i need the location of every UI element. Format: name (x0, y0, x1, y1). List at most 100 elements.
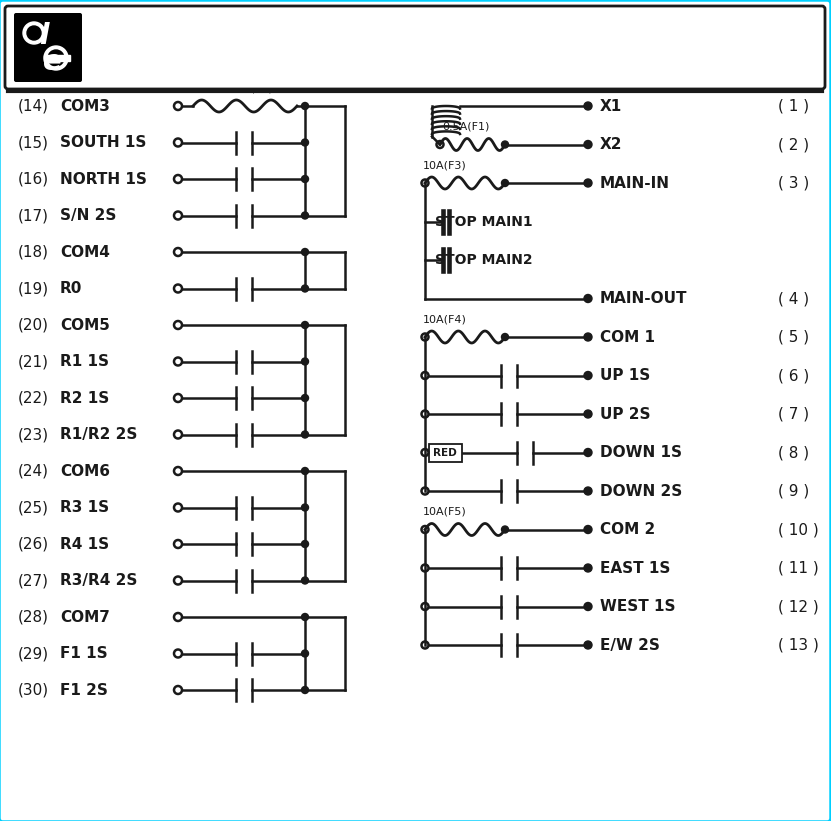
Text: RED: RED (433, 447, 457, 457)
Text: (27): (27) (18, 573, 49, 588)
FancyBboxPatch shape (5, 6, 825, 89)
Text: (28): (28) (18, 609, 49, 625)
Circle shape (302, 249, 308, 255)
Text: ( 8 ): ( 8 ) (778, 445, 809, 460)
Text: TELECRANE: TELECRANE (92, 18, 281, 46)
Text: COM 1: COM 1 (600, 329, 655, 345)
Text: R4 1S: R4 1S (60, 536, 109, 552)
Text: COM3: COM3 (60, 99, 110, 113)
Circle shape (584, 371, 592, 379)
Text: R2 1S: R2 1S (60, 391, 109, 406)
Text: DOWN 1S: DOWN 1S (600, 445, 682, 460)
Text: ®: ® (248, 16, 263, 31)
Text: R1/R2 2S: R1/R2 2S (60, 427, 137, 442)
Circle shape (584, 140, 592, 149)
Text: F1 1S: F1 1S (60, 646, 108, 661)
Text: R1 1S: R1 1S (60, 354, 109, 369)
Circle shape (584, 641, 592, 649)
Circle shape (302, 577, 308, 584)
Text: ( 5 ): ( 5 ) (778, 329, 809, 345)
Circle shape (584, 179, 592, 187)
FancyBboxPatch shape (14, 13, 82, 82)
Circle shape (501, 180, 509, 186)
FancyBboxPatch shape (429, 443, 462, 461)
Circle shape (302, 467, 308, 475)
Text: 10A(F6): 10A(F6) (229, 83, 273, 93)
Circle shape (302, 650, 308, 657)
Text: COM4: COM4 (60, 245, 110, 259)
Text: ( 2 ): ( 2 ) (778, 137, 809, 152)
Text: (21): (21) (18, 354, 49, 369)
Circle shape (302, 686, 308, 694)
Circle shape (302, 395, 308, 401)
Text: R3 1S: R3 1S (60, 500, 109, 515)
Circle shape (302, 504, 308, 511)
Text: 10A(F3): 10A(F3) (423, 160, 467, 170)
Circle shape (584, 564, 592, 572)
Text: WEST 1S: WEST 1S (600, 599, 676, 614)
Circle shape (302, 613, 308, 621)
Text: E/W 2S: E/W 2S (600, 637, 660, 653)
Text: MAIN-OUT: MAIN-OUT (600, 291, 687, 306)
Text: COM 2: COM 2 (600, 522, 656, 537)
Circle shape (584, 525, 592, 534)
Text: R3/R4 2S: R3/R4 2S (60, 573, 137, 588)
Text: (16): (16) (18, 172, 49, 186)
Text: STOP MAIN1: STOP MAIN1 (435, 214, 533, 228)
Circle shape (584, 487, 592, 495)
Circle shape (23, 22, 45, 44)
Text: 0.5A(F1): 0.5A(F1) (442, 122, 489, 131)
Circle shape (584, 333, 592, 341)
Circle shape (302, 431, 308, 438)
Text: S/N 2S: S/N 2S (60, 208, 116, 223)
Circle shape (501, 526, 509, 533)
Text: NORTH 1S: NORTH 1S (60, 172, 147, 186)
Text: MAIN-IN: MAIN-IN (600, 176, 670, 190)
Circle shape (584, 295, 592, 302)
Circle shape (27, 26, 41, 40)
Text: (20): (20) (18, 318, 49, 333)
Text: (15): (15) (18, 135, 49, 150)
Circle shape (44, 46, 68, 70)
Text: COM5: COM5 (60, 318, 110, 333)
Text: (22): (22) (18, 391, 49, 406)
Circle shape (302, 176, 308, 182)
Circle shape (302, 358, 308, 365)
Text: ( 4 ): ( 4 ) (778, 291, 809, 306)
Text: X1: X1 (600, 99, 622, 113)
Text: (19): (19) (18, 281, 49, 296)
Circle shape (302, 212, 308, 219)
Text: DOWN 2S: DOWN 2S (600, 484, 682, 498)
Circle shape (302, 139, 308, 146)
Circle shape (584, 448, 592, 456)
Text: (23): (23) (18, 427, 49, 442)
Text: 10A(F4): 10A(F4) (423, 314, 467, 324)
Text: ( 13 ): ( 13 ) (778, 637, 819, 653)
Bar (24, 24, 44, 42)
Circle shape (302, 103, 308, 109)
Text: ( 10 ): ( 10 ) (778, 522, 819, 537)
Text: ( 6 ): ( 6 ) (778, 368, 809, 383)
Text: ( 1 ): ( 1 ) (778, 99, 809, 113)
Text: CH:: CH: (630, 55, 665, 73)
Text: SOUTH 1S: SOUTH 1S (60, 135, 146, 150)
Text: ( 12 ): ( 12 ) (778, 599, 819, 614)
Text: F1 2S: F1 2S (60, 682, 108, 698)
Bar (44, 55, 70, 61)
Text: e: e (42, 48, 61, 76)
Circle shape (584, 102, 592, 110)
Circle shape (48, 50, 64, 66)
Text: (25): (25) (18, 500, 49, 515)
Text: S/N:: S/N: (395, 55, 435, 73)
Text: (29): (29) (18, 646, 49, 661)
Text: X2: X2 (600, 137, 622, 152)
Text: 10A(F5): 10A(F5) (423, 507, 467, 516)
Circle shape (302, 540, 308, 548)
Text: ( 3 ): ( 3 ) (778, 176, 809, 190)
Text: COM6: COM6 (60, 464, 110, 479)
Text: (26): (26) (18, 536, 49, 552)
Text: R0: R0 (60, 281, 82, 296)
Circle shape (501, 141, 509, 148)
Text: MODEL  NO.:  F24-12D: MODEL NO.: F24-12D (395, 23, 613, 41)
Text: l: l (39, 22, 49, 50)
